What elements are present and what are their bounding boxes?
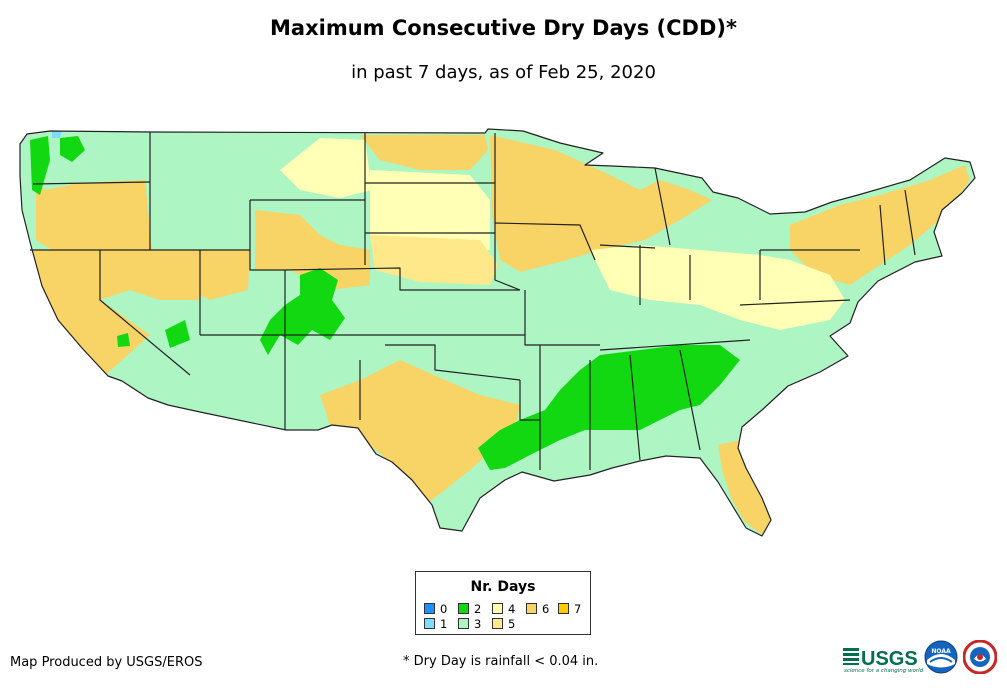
- boundary-ia: [494, 222, 596, 261]
- cdd-zone-6-days-california: [24, 250, 150, 380]
- legend-label-7: 7: [574, 602, 582, 616]
- boundary-mo: [524, 290, 600, 346]
- legend-label-4: 4: [508, 602, 516, 616]
- cdd-zone-4-days-montana: [280, 138, 372, 198]
- legend-item-3: 3: [458, 618, 481, 631]
- map-subtitle: in past 7 days, as of Feb 25, 2020: [351, 62, 656, 83]
- boundary-ut-wy: [249, 200, 285, 271]
- boundary-ar-la: [519, 380, 540, 421]
- boundary-tn-nc: [599, 339, 751, 351]
- legend-item-6: 6: [526, 603, 549, 616]
- boundary-wa-or: [32, 181, 151, 185]
- legend-label-2: 2: [474, 602, 482, 616]
- cdd-zone-6-days-northeast: [790, 165, 970, 285]
- boundary-ok-tx: [385, 344, 521, 381]
- cdd-zone-6-days-florida: [718, 440, 772, 535]
- usgs-logo: USGS: [843, 648, 918, 670]
- cdd-zone-4-days-ohio-valley: [590, 245, 845, 330]
- legend-item-7: 7: [558, 603, 581, 616]
- boundary-ca-nv: [99, 250, 191, 376]
- dry-day-footnote: * Dry Day is rainfall < 0.04 in.: [403, 654, 599, 669]
- cdd-shading: [20, 129, 975, 536]
- legend-swatch-5: [492, 618, 503, 629]
- legend-swatch-2: [458, 603, 469, 614]
- cdd-zone-6-days-texas: [320, 360, 520, 505]
- cdd-zone-6-days-oregon: [36, 180, 152, 255]
- legend-swatch-6: [526, 603, 537, 614]
- legend-item-0: 0: [424, 603, 447, 616]
- usgs-wave-mark: [843, 648, 859, 665]
- legend-item-2: 2: [458, 603, 481, 616]
- noaa-logo: NOAA: [924, 640, 958, 674]
- legend-swatch-0: [424, 603, 435, 614]
- legend-swatch-3: [458, 618, 469, 629]
- boundary-nh-me: [904, 189, 916, 256]
- legend-item-5: 5: [492, 618, 515, 631]
- nws-logo: [963, 640, 997, 674]
- cdd-zone-6-days-utah: [200, 250, 250, 300]
- legend-label-0: 0: [440, 602, 448, 616]
- boundary-vt-nh: [879, 204, 886, 266]
- usgs-tagline: science for a changing world: [844, 668, 924, 674]
- cdd-zone-4-days-dakotas: [370, 170, 490, 250]
- cdd-zone-2-days-california-patch: [117, 333, 130, 347]
- cdd-zone-2-days-puget-sound: [30, 136, 50, 195]
- state-boundaries: [19, 128, 976, 537]
- cdd-zone-6-days-upper-midwest: [490, 135, 712, 272]
- noaa-wordmark: NOAA: [931, 648, 951, 655]
- legend-label-3: 3: [474, 617, 482, 631]
- boundary-va: [739, 299, 851, 306]
- boundary-lake-michigan: [654, 167, 671, 246]
- cdd-zone-6-days-north-dakota: [360, 135, 488, 170]
- cdd-zone-3-days-idaho: [170, 140, 240, 180]
- legend-swatch-4: [492, 603, 503, 614]
- cdd-zone-2-days-deep-south: [478, 345, 740, 470]
- boundary-wi-il: [599, 244, 656, 249]
- legend: Nr. Days 0 1 2 3 4 5 6 7: [415, 571, 591, 635]
- legend-label-6: 6: [542, 602, 550, 616]
- map-title: Maximum Consecutive Dry Days (CDD)*: [270, 16, 737, 40]
- boundary-al-ga: [629, 354, 641, 461]
- legend-label-5: 5: [508, 617, 516, 631]
- legend-swatch-7: [558, 603, 569, 614]
- map-credit: Map Produced by USGS/EROS: [10, 655, 203, 670]
- boundary-ga: [679, 349, 701, 451]
- legend-swatch-1: [424, 618, 435, 629]
- boundary-mn-wi: [494, 133, 521, 291]
- cdd-zone-6-days-nevada: [100, 250, 200, 300]
- cdd-zone-2-days-arizona-patch: [165, 320, 190, 348]
- cdd-zone-1-day-olympics: [52, 131, 62, 138]
- legend-item-1: 1: [424, 618, 447, 631]
- legend-label-1: 1: [440, 617, 448, 631]
- cdd-zone-2-days-rockies: [260, 268, 345, 355]
- legend-item-4: 4: [492, 603, 515, 616]
- boundary-co-ks: [284, 267, 520, 291]
- cdd-zone-2-days-cascades: [60, 136, 85, 162]
- legend-title: Nr. Days: [470, 579, 536, 595]
- us-outline: [19, 128, 976, 537]
- cdd-zone-5-days-nebraska: [370, 235, 498, 285]
- usgs-wordmark: USGS: [861, 648, 918, 670]
